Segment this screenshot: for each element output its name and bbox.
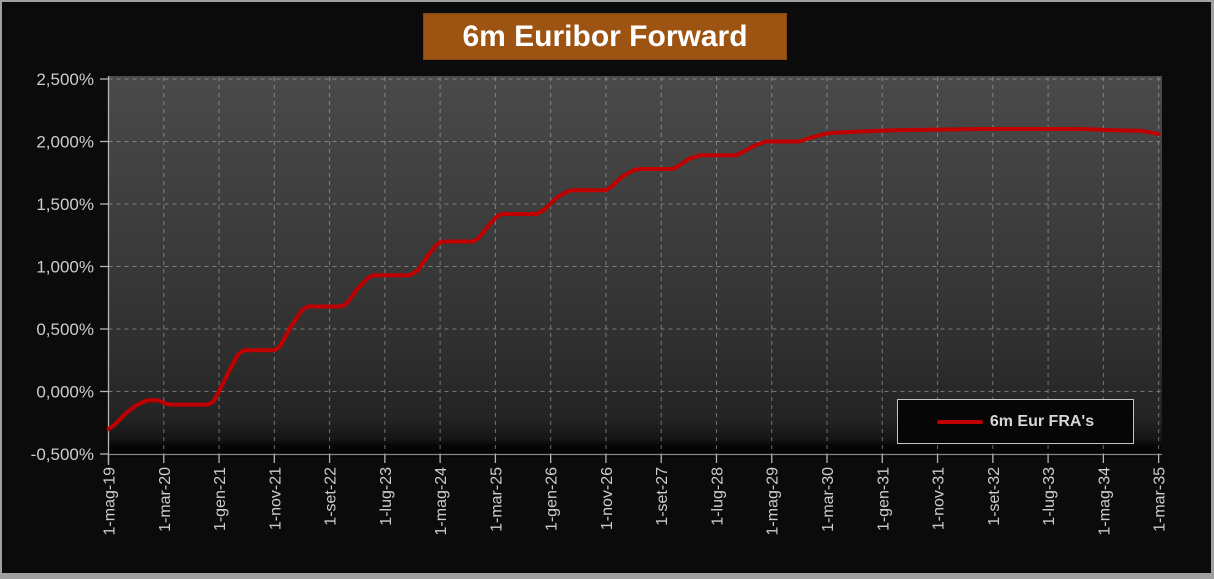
x-tick-label: 1-gen-26 <box>544 467 561 531</box>
legend: 6m Eur FRA's <box>897 399 1134 444</box>
y-tick-label: 0,000% <box>36 383 94 402</box>
x-tick-label: 1-nov-31 <box>931 467 948 530</box>
x-tick-label: 1-mar-30 <box>820 467 837 532</box>
plot-background <box>108 76 1162 457</box>
x-tick-label: 1-mag-19 <box>102 467 119 536</box>
legend-line-sample <box>936 419 983 424</box>
axes <box>100 76 1162 465</box>
x-tick-label: 1-mar-25 <box>488 467 505 532</box>
chart-title-box: 6m Euribor Forward <box>423 13 787 60</box>
x-tick-label: 1-nov-21 <box>267 467 284 530</box>
y-tick-label: 1,000% <box>36 258 94 277</box>
x-axis-labels: 1-mag-19 1-mar-20 1-gen-21 1-nov-21 1-set-22… <box>102 467 1169 536</box>
x-tick-label: 1-mag-24 <box>433 467 450 536</box>
gridlines <box>108 77 1162 454</box>
x-tick-label: 1-lug-23 <box>378 467 395 526</box>
x-tick-label: 1-mar-35 <box>1152 467 1169 532</box>
legend-label: 6m Eur FRA's <box>989 412 1095 430</box>
y-axis-labels: 2,500% 2,000% 1,500% 1,000% 0,500% 0,000% -0,5… <box>31 70 94 464</box>
x-tick-label: 1-set-27 <box>654 467 671 526</box>
x-tick-label: 1-mag-34 <box>1096 467 1113 536</box>
x-tick-label: 1-gen-21 <box>212 467 229 531</box>
x-tick-label: 1-set-22 <box>323 467 340 526</box>
y-tick-label: -0,500% <box>31 445 94 464</box>
x-tick-label: 1-lug-33 <box>1041 467 1058 526</box>
series-line-6m-eur-fra-s <box>106 127 1161 431</box>
y-tick-label: 0,500% <box>36 320 94 339</box>
y-tick-label: 2,000% <box>36 133 94 152</box>
x-tick-label: 1-nov-26 <box>599 467 616 530</box>
x-tick-label: 1-gen-31 <box>875 467 892 531</box>
y-tick-label: 1,500% <box>36 195 94 214</box>
x-tick-label: 1-lug-28 <box>709 467 726 526</box>
x-tick-label: 1-set-32 <box>986 467 1003 526</box>
y-tick-label: 2,500% <box>36 70 94 89</box>
x-tick-label: 1-mar-20 <box>157 467 174 532</box>
chart-title: 6m Euribor Forward <box>462 19 748 53</box>
x-tick-label: 1-mag-29 <box>765 467 782 536</box>
